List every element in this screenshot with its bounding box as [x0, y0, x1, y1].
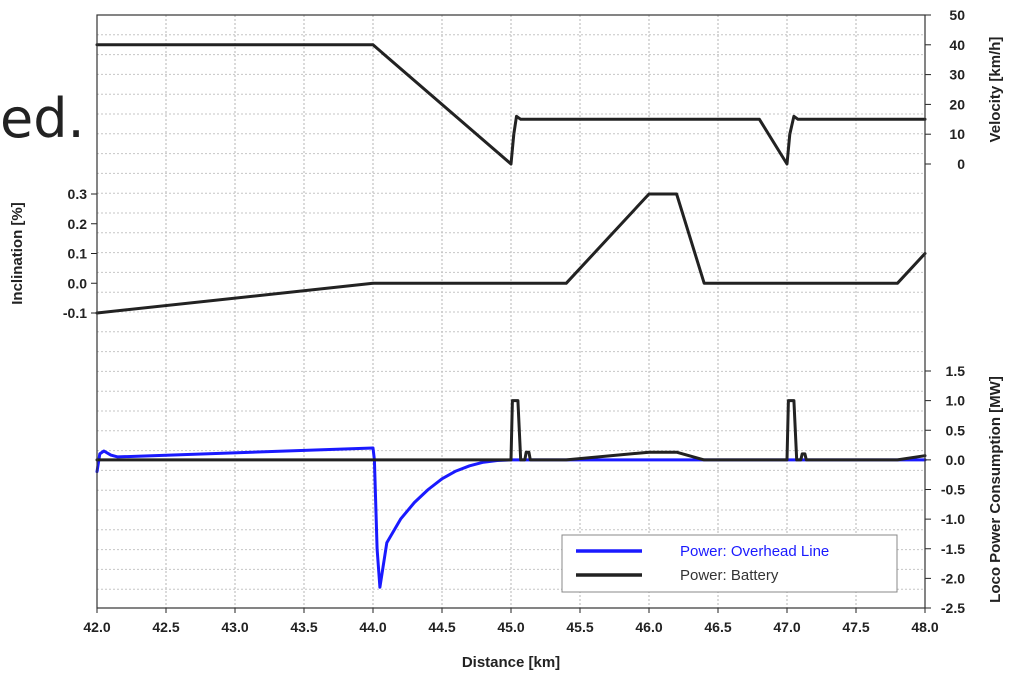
- x-tick-label: 42.0: [83, 619, 110, 635]
- power-y-tick-label: -0.5: [941, 482, 965, 498]
- inclination-y-tick-label: 0.3: [68, 186, 88, 202]
- power-y-tick-label: 1.5: [946, 363, 966, 379]
- inclination-y-tick-label: 0.2: [68, 216, 88, 232]
- x-tick-label: 43.5: [290, 619, 317, 635]
- plot-border: [96, 14, 926, 609]
- inclination-series-line-0: [95, 192, 927, 315]
- inclination-y-axis-title: Inclination [%]: [9, 202, 26, 305]
- legend-label: Power: Battery: [680, 567, 779, 584]
- x-tick-label: 42.5: [152, 619, 179, 635]
- series-layer: [95, 43, 927, 589]
- velocity-y-tick-label: 10: [949, 126, 965, 142]
- grid-lines: [97, 14, 925, 608]
- power-y-axis-title: Loco Power Consumption [MW]: [987, 376, 1004, 603]
- velocity-series-line-0: [95, 43, 927, 166]
- x-tick-label: 44.0: [359, 619, 386, 635]
- axis-titles: Distance [km] Velocity [km/h] Inclination …: [9, 37, 1004, 671]
- power-y-tick-label: 0.0: [946, 452, 966, 468]
- velocity-y-tick-label: 30: [949, 67, 965, 83]
- power-series-line-power-overhead-line: [95, 446, 927, 589]
- velocity-y-axis-title: Velocity [km/h]: [987, 37, 1004, 143]
- legend-box: [561, 534, 898, 593]
- x-tick-label: 47.5: [842, 619, 869, 635]
- x-tick-label: 46.5: [704, 619, 731, 635]
- velocity-y-tick-label: 20: [949, 96, 965, 112]
- legend-label: Power: Overhead Line: [680, 543, 829, 560]
- x-tick-label: 47.0: [773, 619, 800, 635]
- inclination-y-tick-label: -0.1: [63, 305, 87, 321]
- inclination-y-tick-label: 0.0: [68, 275, 88, 291]
- x-tick-label: 44.5: [428, 619, 455, 635]
- power-series-line-power-battery: [95, 399, 927, 462]
- slide-text-fragment: ed.: [0, 87, 85, 150]
- x-tick-label: 48.0: [911, 619, 938, 635]
- power-y-tick-label: -2.5: [941, 600, 965, 616]
- power-y-tick-label: -1.5: [941, 541, 965, 557]
- x-tick-label: 45.5: [566, 619, 593, 635]
- power-y-tick-label: 0.5: [946, 422, 966, 438]
- legend: Power: Overhead Line Power: Battery: [561, 534, 898, 593]
- x-tick-label: 45.0: [497, 619, 524, 635]
- x-tick-label: 46.0: [635, 619, 662, 635]
- power-y-tick-label: -1.0: [941, 511, 965, 527]
- x-axis-title: Distance [km]: [462, 654, 560, 671]
- velocity-y-tick-label: 50: [949, 7, 965, 23]
- plot-frame: [91, 14, 931, 613]
- inclination-y-tick-label: 0.1: [68, 246, 88, 262]
- x-tick-label: 43.0: [221, 619, 248, 635]
- power-y-tick-label: 1.0: [946, 393, 966, 409]
- tick-labels: 42.0 42.5 43.0 43.5 44.0 44.5 45.0 45.5 46.0 46.5…: [63, 7, 965, 635]
- velocity-y-tick-label: 0: [957, 156, 965, 172]
- power-y-tick-label: -2.0: [941, 570, 965, 586]
- velocity-y-tick-label: 40: [949, 37, 965, 53]
